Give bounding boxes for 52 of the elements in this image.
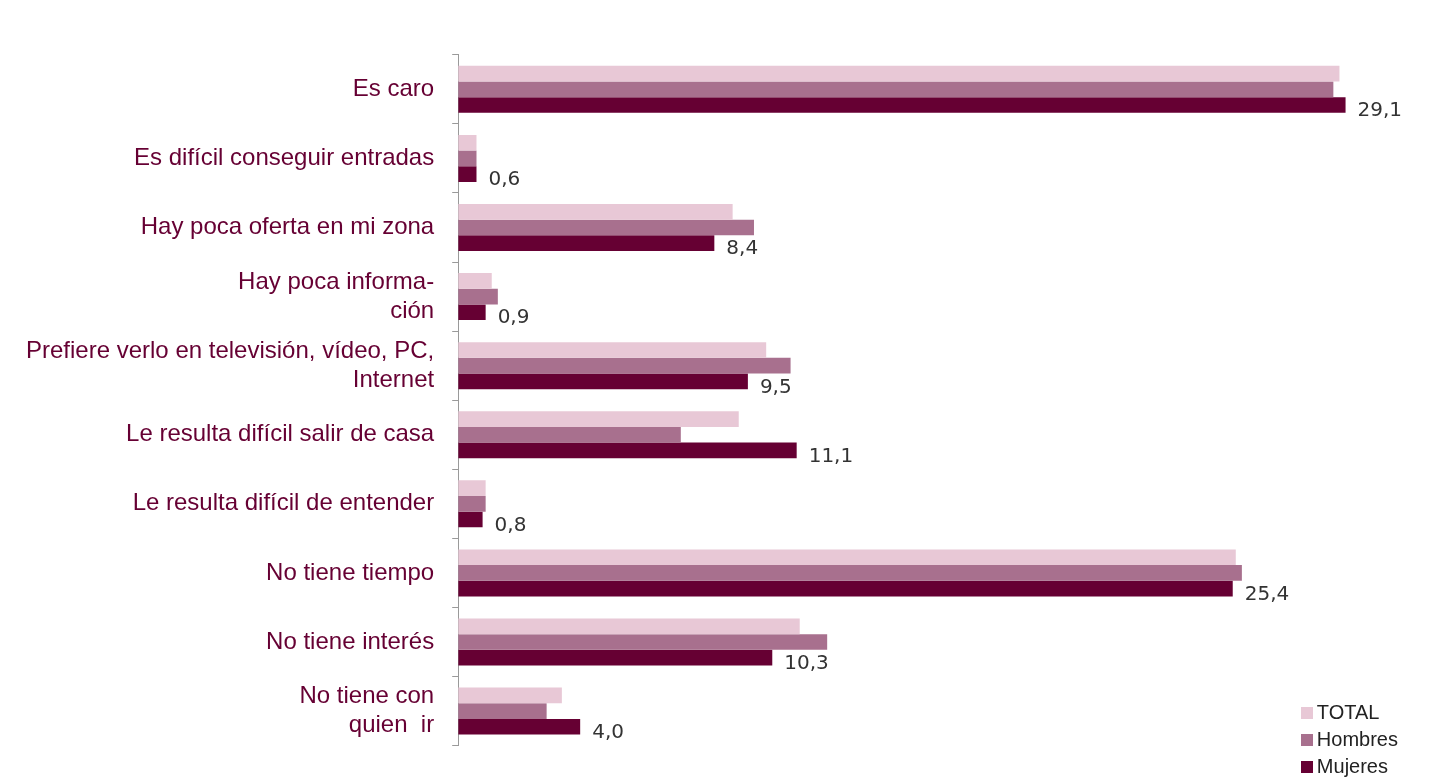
bar <box>458 357 791 374</box>
bar <box>458 304 486 321</box>
y-tick-label: Prefiere verlo en televisión, vídeo, PC, Internet <box>26 335 435 392</box>
y-tick-label: No tiene tiempo <box>266 557 435 585</box>
data-label: 10,3 <box>784 649 829 674</box>
bar <box>458 565 1242 581</box>
legend-label: Hombres <box>1316 728 1398 751</box>
legend-label: Mujeres <box>1316 755 1388 778</box>
y-tick-label: Hay poca oferta en mi zona <box>140 212 435 240</box>
bar <box>458 634 828 650</box>
y-tick-label: Es difícil conseguir entradas <box>134 143 435 171</box>
data-label: 0,9 <box>497 304 530 329</box>
bar <box>458 373 748 390</box>
data-label: 25,4 <box>1244 580 1290 605</box>
bar <box>458 273 492 289</box>
bar <box>458 166 477 182</box>
bar <box>458 426 681 443</box>
bar <box>458 495 486 512</box>
data-label: 4,0 <box>592 718 624 743</box>
bar <box>458 549 1236 566</box>
bar <box>458 411 739 427</box>
bar <box>458 97 1346 113</box>
bar <box>458 219 754 236</box>
bar <box>458 65 1340 82</box>
data-label: 29,1 <box>1357 97 1403 122</box>
bar <box>458 204 733 220</box>
bar <box>458 442 797 459</box>
bar <box>458 134 477 151</box>
bar <box>458 618 800 635</box>
bar <box>458 511 483 528</box>
bar <box>458 480 486 496</box>
y-tick-label: Es caro <box>352 73 435 101</box>
data-label: 8,4 <box>726 235 759 260</box>
y-tick-label: No tiene interés <box>266 626 435 654</box>
bar <box>458 687 562 704</box>
y-tick-label: Le resulta difícil salir de casa <box>126 419 435 447</box>
bar <box>458 342 767 358</box>
y-tick-label: Hay poca informa- ción <box>238 266 435 323</box>
y-tick-label: Le resulta difícil de entender <box>132 488 435 516</box>
bar <box>458 703 547 719</box>
bar <box>458 288 498 305</box>
bar <box>458 718 581 735</box>
y-tick-label: No tiene con quien ir <box>299 681 435 738</box>
bar <box>458 235 715 251</box>
bar <box>458 81 1334 98</box>
bar <box>458 580 1233 597</box>
data-label: 0,8 <box>494 511 527 536</box>
data-label: 9,5 <box>759 373 792 398</box>
data-label: 0,6 <box>488 166 521 191</box>
bar <box>458 649 773 666</box>
data-label: 11,1 <box>808 442 854 467</box>
legend-label: TOTAL <box>1316 701 1380 724</box>
